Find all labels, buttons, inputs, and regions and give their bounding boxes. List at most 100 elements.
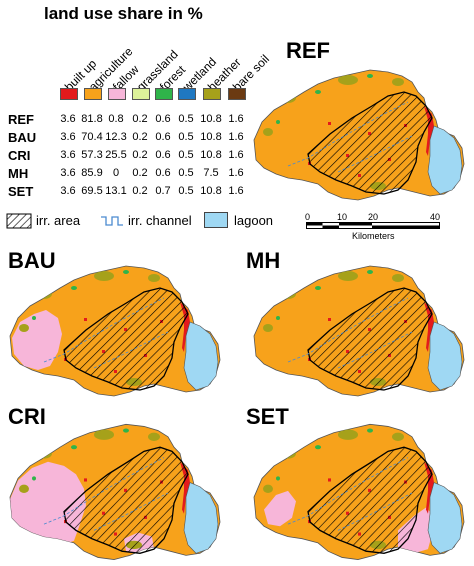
map-forest-patch	[367, 74, 373, 78]
table-cell: 0.5	[178, 131, 194, 143]
table-cell: 0.7	[155, 185, 171, 197]
map-label-bau: BAU	[8, 248, 56, 273]
map-heather-patch	[94, 429, 114, 440]
map-heather-patch	[280, 289, 296, 299]
table-cell: 12.3	[105, 131, 127, 143]
table-cell: 25.5	[105, 149, 127, 161]
table-cell: 10.8	[200, 131, 222, 143]
table-cell: 3.6	[60, 185, 76, 197]
map-irrigation-area	[63, 446, 189, 554]
map-heather-patch	[338, 75, 358, 85]
category-swatch	[132, 88, 150, 100]
map-ref	[253, 69, 465, 201]
map-irrigation-channel	[287, 101, 409, 167]
map-irrigation-channel	[287, 297, 409, 363]
table-cell: 0.2	[132, 185, 148, 197]
scale-unit: Kilometers	[352, 231, 395, 241]
lagoon-legend-swatch	[204, 212, 228, 228]
table-row-label: SET	[8, 184, 34, 199]
map-bau	[9, 265, 221, 397]
map-irrigation-channel	[337, 331, 413, 369]
map-heather-patch	[19, 324, 29, 332]
map-heather-patch	[19, 484, 29, 493]
map-forest-patch	[71, 286, 77, 290]
map-heather-patch	[280, 93, 296, 103]
map-heather-patch	[263, 324, 273, 332]
map-heather-patch	[263, 484, 273, 493]
table-cell: 57.3	[81, 149, 103, 161]
table-cell: 10.8	[200, 185, 222, 197]
table-cell: 0.6	[155, 131, 171, 143]
table-cell: 85.9	[81, 167, 103, 179]
map-builtup-spot	[328, 318, 331, 321]
legend-title: land use share in %	[44, 4, 203, 23]
map-irrigation-area	[307, 287, 433, 391]
map-heather-patch	[36, 289, 52, 299]
map-heather-patch	[392, 274, 404, 282]
map-heather-patch	[148, 274, 160, 282]
map-builtup-spot	[84, 478, 87, 482]
map-forest-patch	[71, 445, 77, 450]
map-forest-patch	[276, 316, 280, 320]
map-heather-patch	[263, 128, 273, 136]
irr-area-legend-icon	[6, 213, 32, 229]
table-cell: 0.5	[178, 113, 194, 125]
map-irrigation-channel	[287, 457, 409, 525]
map-forest-patch	[315, 445, 321, 450]
table-cell: 0.8	[108, 113, 124, 125]
category-swatch	[155, 88, 173, 100]
map-set	[253, 423, 465, 560]
map-heather-patch	[338, 429, 358, 440]
map-fallow-area	[264, 490, 296, 527]
map-irrigation-channel	[337, 492, 413, 531]
map-label-mh: MH	[246, 248, 281, 273]
table-cell: 3.6	[60, 113, 76, 125]
table-cell: 1.6	[228, 113, 244, 125]
table-cell: 7.5	[203, 167, 219, 179]
table-cell: 1.6	[228, 149, 244, 161]
map-fallow-area	[398, 507, 434, 554]
table-row-label: MH	[8, 166, 29, 181]
map-forest-patch	[315, 286, 321, 290]
map-fallow-area	[10, 461, 86, 548]
table-row-label: REF	[8, 112, 34, 127]
map-builtup-spot	[328, 478, 331, 482]
map-heather-patch	[148, 432, 160, 441]
map-heather-patch	[94, 271, 114, 281]
table-cell: 70.4	[81, 131, 103, 143]
map-forest-patch	[123, 428, 129, 433]
map-lagoon	[427, 125, 463, 195]
map-lagoon	[427, 321, 463, 391]
table-cell: 69.5	[81, 185, 103, 197]
map-forest-patch	[367, 428, 373, 433]
table-cell: 1.6	[228, 185, 244, 197]
map-mh	[253, 265, 465, 397]
table-cell: 3.6	[60, 149, 76, 161]
map-irrigation-channel	[43, 297, 165, 363]
map-label-ref: REF	[286, 38, 330, 63]
table-row-label: CRI	[8, 148, 31, 163]
table-cell: 0.6	[155, 113, 171, 125]
map-irrigation-area	[63, 287, 189, 391]
table-cell: 0.2	[132, 167, 148, 179]
table-row-label: BAU	[8, 130, 37, 145]
table-cell: 3.6	[60, 167, 76, 179]
scale-tick-40: 40	[430, 212, 441, 222]
map-forest-patch	[32, 476, 36, 481]
scale-tick-10: 10	[337, 212, 348, 222]
category-swatch	[203, 88, 221, 100]
scale-tick-20: 20	[368, 212, 379, 222]
map-label-set: SET	[246, 404, 289, 429]
table-cell: 0.5	[178, 185, 194, 197]
map-lagoon	[183, 321, 219, 391]
map-irrigation-channel	[43, 457, 165, 525]
map-forest-patch	[367, 270, 373, 274]
scale-tick-0: 0	[305, 212, 311, 222]
table-cell: 10.8	[200, 113, 222, 125]
category-swatch	[228, 88, 246, 100]
lagoon-label: lagoon	[234, 213, 274, 228]
map-irrigation-channel	[93, 492, 169, 531]
map-builtup-spot	[84, 318, 87, 321]
map-irrigation-area	[307, 446, 433, 554]
table-cell: 0.2	[132, 149, 148, 161]
